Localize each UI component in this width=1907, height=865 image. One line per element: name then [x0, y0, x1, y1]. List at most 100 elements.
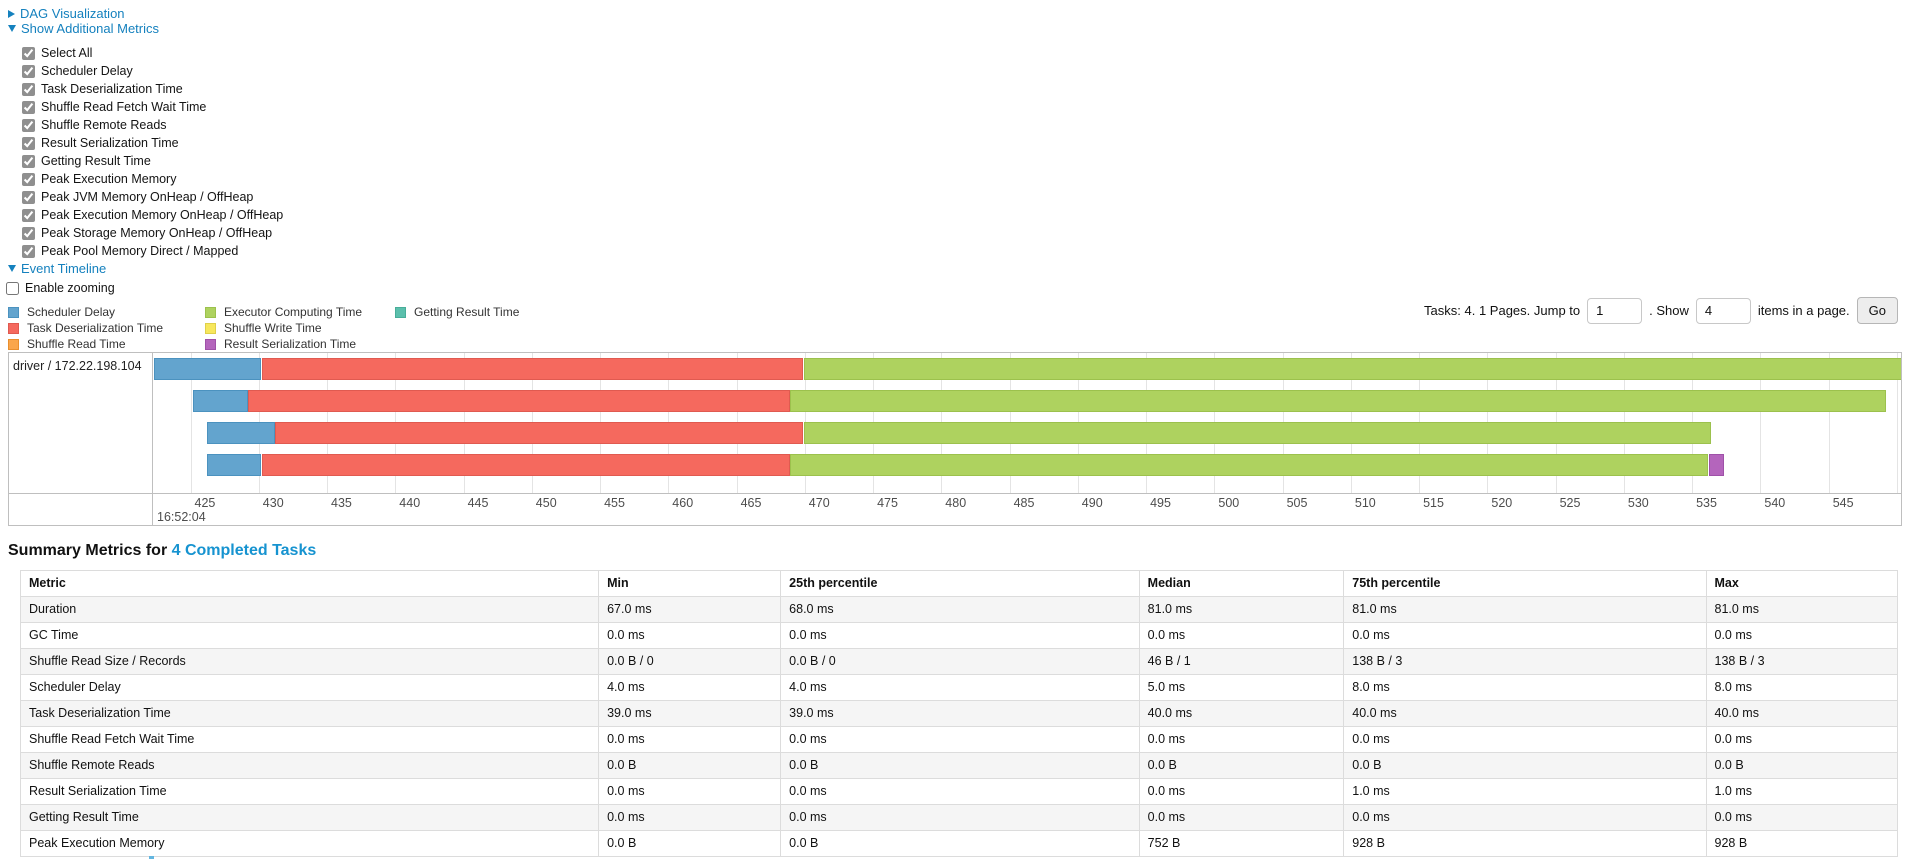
- executor-computing-legend-swatch: [205, 306, 216, 318]
- table-body: Duration 67.0 ms 68.0 ms 81.0 ms 81.0 ms 81.0…: [19, 596, 1898, 857]
- legend-item-label: Result Serialization Time: [224, 337, 357, 351]
- axis-tick-label: 515: [1423, 496, 1444, 510]
- axis-tick-label: 500: [1218, 496, 1240, 510]
- axis-base-time-label: 16:52:04: [157, 510, 206, 524]
- axis-tick-label: 445: [467, 496, 489, 510]
- scheduler-delay-bar[interactable]: [193, 390, 248, 412]
- table-row: Result Serialization Time 0.0 ms 0.0 ms 0.0…: [19, 778, 1898, 805]
- show-additional-metrics-label: Show Additional Metrics: [21, 21, 160, 36]
- enable-zooming-row: Enable zooming: [6, 279, 115, 297]
- metric-checkbox[interactable]: [22, 190, 35, 204]
- legend-item: Executor Computing Time: [205, 304, 395, 320]
- metric-checkbox[interactable]: [22, 208, 35, 222]
- table-cell: 0.0 ms: [780, 622, 1140, 649]
- arrow-down-icon: [8, 25, 16, 32]
- metric-checkbox-label: Peak JVM Memory OnHeap / OffHeap: [41, 190, 254, 204]
- executor-computing-bar[interactable]: [789, 390, 1886, 412]
- show-additional-metrics-toggle[interactable]: Show Additional Metrics: [8, 21, 159, 36]
- metric-checkbox[interactable]: [22, 172, 35, 186]
- table-cell: 40.0 ms: [1343, 700, 1707, 727]
- axis-tick-label: 485: [1013, 496, 1035, 510]
- metric-checkbox[interactable]: [22, 46, 35, 60]
- enable-zooming-checkbox[interactable]: [6, 281, 19, 295]
- axis-tick-label: 510: [1354, 496, 1376, 510]
- table-cell: 1.0 ms: [1705, 778, 1898, 805]
- dag-visualization-toggle[interactable]: DAG Visualization: [8, 6, 125, 21]
- table-cell: 40.0 ms: [1705, 700, 1898, 727]
- table-row: Task Deserialization Time 39.0 ms 39.0 ms 4…: [19, 700, 1898, 727]
- table-cell: Task Deserialization Time: [19, 700, 600, 727]
- scheduler-delay-bar[interactable]: [153, 358, 262, 380]
- metric-checkbox[interactable]: [22, 136, 35, 150]
- table-cell: 0.0 B: [1138, 752, 1345, 779]
- table-cell: Getting Result Time: [19, 804, 600, 831]
- legend-item: Shuffle Write Time: [205, 320, 395, 336]
- metric-checkbox-row: Shuffle Read Fetch Wait Time: [22, 98, 283, 116]
- axis-tick-label: 470: [808, 496, 830, 510]
- event-timeline-chart: driver / 172.22.198.104 16:52:04 425 430 4…: [8, 352, 1902, 526]
- legend-item: Task Deserialization Time: [8, 320, 205, 336]
- metric-checkbox-row: Peak Storage Memory OnHeap / OffHeap: [22, 224, 283, 242]
- scheduler-delay-bar[interactable]: [206, 422, 276, 444]
- metric-checkbox-row: Peak Execution Memory OnHeap / OffHeap: [22, 206, 283, 224]
- table-cell: Result Serialization Time: [19, 778, 600, 805]
- table-cell: 81.0 ms: [1138, 596, 1345, 623]
- legend-item: Getting Result Time: [395, 304, 519, 320]
- metric-checkbox-label: Peak Execution Memory: [41, 172, 177, 186]
- timeline-axis-line: [9, 493, 1901, 494]
- table-row: Shuffle Read Size / Records 0.0 B / 0 0.0 …: [19, 648, 1898, 675]
- legend-item-label: Scheduler Delay: [27, 305, 116, 319]
- timeline-gridline: [190, 353, 192, 493]
- executor-computing-bar[interactable]: [803, 422, 1712, 444]
- table-cell: 928 B: [1705, 830, 1898, 857]
- metric-checkbox-label: Result Serialization Time: [41, 136, 179, 150]
- metric-checkbox-label: Task Deserialization Time: [41, 82, 183, 96]
- executor-computing-bar[interactable]: [803, 358, 1901, 380]
- table-cell: 0.0 ms: [1705, 804, 1898, 831]
- completed-tasks-link[interactable]: 4 Completed Tasks: [171, 542, 317, 559]
- summary-metrics-heading: Summary Metrics for 4 Completed Tasks: [8, 542, 316, 560]
- items-per-page-input[interactable]: [1695, 297, 1751, 324]
- scheduler-delay-bar[interactable]: [206, 454, 262, 476]
- clipped-link-fragment: [149, 856, 154, 859]
- result-serialization-legend-swatch: [205, 338, 216, 350]
- table-cell: 0.0 ms: [598, 622, 782, 649]
- result-serialization-bar[interactable]: [1708, 454, 1724, 476]
- getting-result-legend-swatch: [395, 306, 406, 318]
- metric-checkbox[interactable]: [22, 154, 35, 168]
- task-deserialization-bar[interactable]: [261, 358, 804, 380]
- event-timeline-toggle[interactable]: Event Timeline: [8, 261, 106, 276]
- metric-checkbox[interactable]: [22, 244, 35, 258]
- metric-checkbox[interactable]: [22, 64, 35, 78]
- shuffle-write-legend-swatch: [205, 322, 216, 334]
- table-cell: 0.0 ms: [1343, 726, 1707, 753]
- table-cell: 4.0 ms: [598, 674, 782, 701]
- scheduler-delay-legend-swatch: [8, 306, 19, 318]
- table-cell: GC Time: [19, 622, 600, 649]
- task-deserialization-bar[interactable]: [275, 422, 804, 444]
- task-deserialization-bar[interactable]: [261, 454, 790, 476]
- metric-checkbox[interactable]: [22, 100, 35, 114]
- metric-checkbox[interactable]: [22, 226, 35, 240]
- enable-zooming-label: Enable zooming: [25, 281, 115, 295]
- go-button[interactable]: Go: [1856, 297, 1898, 324]
- dag-visualization-label: DAG Visualization: [20, 6, 125, 21]
- executor-computing-bar[interactable]: [789, 454, 1709, 476]
- table-cell: 0.0 ms: [1343, 804, 1707, 831]
- metric-checkbox-row: Task Deserialization Time: [22, 80, 283, 98]
- metric-checkbox-label: Scheduler Delay: [41, 64, 133, 78]
- task-deserialization-bar[interactable]: [247, 390, 790, 412]
- metric-checkbox[interactable]: [22, 82, 35, 96]
- table-cell: 0.0 ms: [1343, 622, 1707, 649]
- table-cell: 0.0 ms: [1138, 622, 1345, 649]
- table-header-cell: Metric: [19, 570, 600, 597]
- legend-item: Shuffle Read Time: [8, 336, 205, 352]
- jump-to-page-input[interactable]: [1587, 297, 1643, 324]
- metric-checkbox[interactable]: [22, 118, 35, 132]
- table-head: Metric Min 25th percentile Median 75th perce…: [19, 570, 1898, 597]
- table-cell: 0.0 B: [1343, 752, 1707, 779]
- table-cell: 0.0 B / 0: [598, 648, 782, 675]
- table-cell: 0.0 ms: [1138, 804, 1345, 831]
- table-cell: 752 B: [1138, 830, 1345, 857]
